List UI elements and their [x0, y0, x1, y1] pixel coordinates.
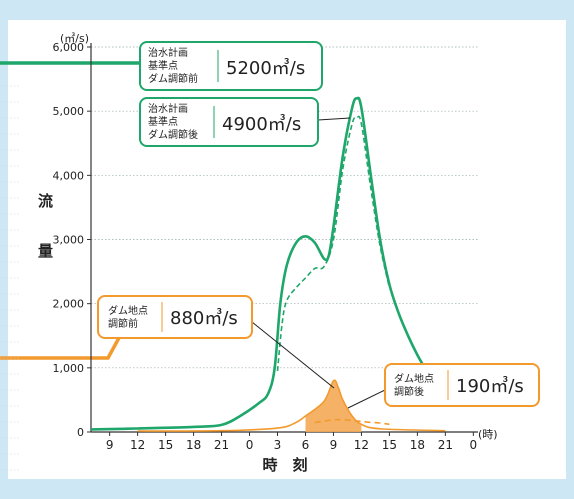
series-lines	[90, 96, 447, 432]
callout-dam-before-line2: 調節前	[108, 317, 138, 330]
callout-dam-before-line1: ダム地点	[108, 304, 148, 317]
callout-dam-after: ダム地点 調節後 190㎥/s	[384, 363, 540, 407]
y-tick-label-3: 3,000	[53, 234, 85, 247]
series-line-dam_after	[314, 418, 390, 426]
connector-4900	[317, 117, 351, 121]
x-tick-label-8: 9	[330, 438, 338, 452]
callout-base-before-line1: 治水計画	[148, 46, 188, 59]
y-tick-label-6: 6,000	[53, 41, 85, 54]
x-unit-label: (時)	[478, 428, 498, 441]
callout-base-before-line3: ダム調節前	[148, 72, 198, 85]
panel-border	[0, 12, 574, 487]
callout-base-after-line2: 基準点	[148, 115, 178, 128]
y-unit-label: (㎥/s)	[60, 32, 89, 45]
x-tick-label-1: 12	[130, 438, 145, 452]
callout-dam-after-line1: ダム地点	[394, 372, 434, 385]
connector-190	[347, 389, 386, 409]
x-tick-label-11: 18	[410, 438, 425, 452]
callout-base-before: 治水計画 基準点 ダム調節前 5200㎥/s	[139, 41, 323, 91]
chart-panel	[0, 12, 574, 487]
callout-base-before-value: 5200㎥/s	[226, 58, 305, 79]
axes	[87, 43, 478, 436]
x-tick-label-5: 0	[246, 438, 254, 452]
y-tick-label-5: 5,000	[53, 105, 85, 118]
callout-base-before-line2: 基準点	[148, 59, 178, 72]
connector-880	[251, 321, 335, 389]
x-tick-label-12: 21	[438, 438, 453, 452]
y-axis-label-2: 量	[38, 242, 53, 260]
x-tick-label-4: 21	[214, 438, 229, 452]
dam-peak-fill	[305, 380, 362, 432]
x-tick-label-10: 15	[382, 438, 397, 452]
callout-base-after-line1: 治水計画	[148, 102, 188, 115]
x-axis-label: 時 刻	[262, 456, 307, 474]
y-tick-label-2: 2,000	[53, 298, 85, 311]
y-tick-label-1: 1,000	[53, 362, 85, 375]
x-tick-label-3: 18	[186, 438, 201, 452]
callout-base-after-line3: ダム調節後	[148, 128, 198, 141]
y-axis-label-1: 流	[38, 192, 53, 210]
y-tick-label-4: 4,000	[53, 169, 85, 182]
y-tick-label-0: 0	[77, 426, 84, 439]
series-line-dam_before	[137, 379, 446, 432]
callout-dam-before-value: 880㎥/s	[170, 308, 238, 329]
x-tick-label-13: 0	[470, 438, 478, 452]
dam-peak-area	[305, 380, 362, 432]
x-tick-label-6: 3	[274, 438, 282, 452]
x-tick-label-2: 15	[158, 438, 173, 452]
callout-dam-before: ダム地点 調節前 880㎥/s	[97, 295, 253, 339]
tick-labels: 0 1,000 2,000 3,000 4,000 5,000 6,000 9 12 15 18 21…	[53, 41, 478, 452]
callout-dam-after-value: 190㎥/s	[456, 376, 524, 397]
callout-base-after: 治水計画 基準点 ダム調節後 4900㎥/s	[139, 97, 319, 147]
series-line-base_after	[276, 115, 391, 372]
orange-leader-line	[0, 335, 122, 360]
x-tick-label-0: 9	[106, 438, 114, 452]
x-tick-label-9: 12	[354, 438, 369, 452]
callout-dam-after-line2: 調節後	[394, 385, 424, 398]
callout-base-after-value: 4900㎥/s	[222, 114, 301, 135]
x-tick-label-7: 6	[302, 438, 310, 452]
